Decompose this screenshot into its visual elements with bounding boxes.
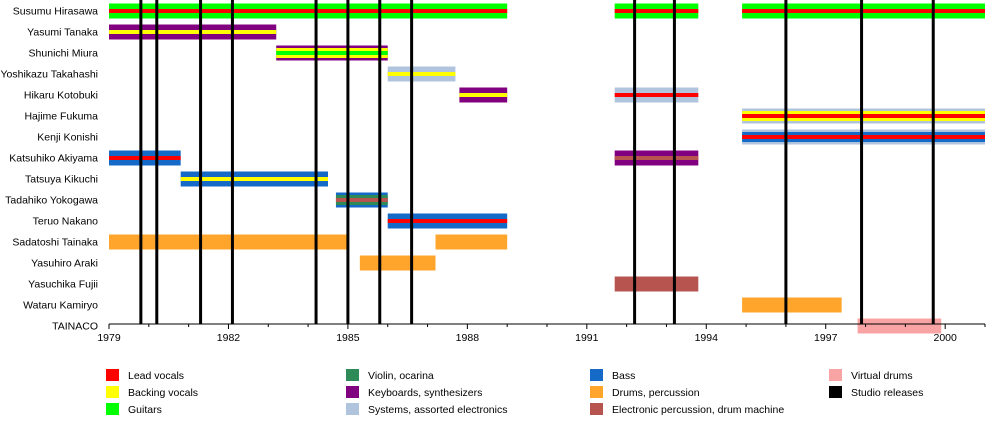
legend-label: Lead vocals xyxy=(128,370,184,382)
tenure-bar xyxy=(435,234,508,250)
legend-swatch xyxy=(106,386,119,398)
tenure-bar-stripe xyxy=(742,9,985,13)
tenure-bar-stripe xyxy=(742,114,985,118)
legend-swatch xyxy=(590,386,603,398)
x-tick-label: 1979 xyxy=(97,332,121,344)
tenure-bar xyxy=(109,234,348,250)
legend-label: Drums, percussion xyxy=(612,387,700,399)
legend-label: Electronic percussion, drum machine xyxy=(612,404,784,416)
legend-swatch xyxy=(346,369,359,381)
member-name: TAINACO xyxy=(52,321,98,333)
member-name: Sadatoshi Tainaka xyxy=(12,237,98,249)
tenure-bar-stripe xyxy=(109,9,508,13)
member-name: Hajime Fukuma xyxy=(24,111,98,123)
member-name: Tadahiko Yokogawa xyxy=(5,195,98,207)
legend-swatch xyxy=(590,369,603,381)
member-name: Kenji Konishi xyxy=(37,132,98,144)
member-name-labels: Susumu Hirasawa Yasumi Tanaka Shunichi Miu… xyxy=(1,6,99,333)
member-name: Tatsuya Kikuchi xyxy=(25,174,98,186)
studio-release-lines xyxy=(139,0,935,324)
tenure-bar-stripe xyxy=(276,51,388,55)
member-name: Yoshikazu Takahashi xyxy=(1,69,99,81)
legend-label: Violin, ocarina xyxy=(368,370,434,382)
legend-label: Backing vocals xyxy=(128,387,198,399)
tenure-bar-stripe xyxy=(109,156,181,160)
tenure-bar-stripe xyxy=(614,156,699,160)
legend-label: Guitars xyxy=(128,404,162,416)
legend-swatch xyxy=(590,403,603,415)
member-name: Yasumi Tanaka xyxy=(27,27,98,39)
legend-swatch xyxy=(106,369,119,381)
legend-swatch xyxy=(829,369,842,381)
legend-swatch xyxy=(106,403,119,415)
tenure-bar xyxy=(742,297,842,313)
tenure-bar xyxy=(857,318,942,334)
member-name: Yasuhiro Araki xyxy=(31,258,98,270)
legend-swatch xyxy=(346,403,359,415)
tenure-bar-stripe xyxy=(180,177,328,181)
member-name: Susumu Hirasawa xyxy=(13,6,98,18)
x-tick-label: 2000 xyxy=(934,332,958,344)
x-tick-label: 1991 xyxy=(575,332,599,344)
legend-label: Bass xyxy=(612,370,635,382)
member-name: Teruo Nakano xyxy=(33,216,99,228)
x-tick-label: 1994 xyxy=(695,332,719,344)
tenure-bar-stripe xyxy=(387,72,456,76)
member-name: Yasuchika Fujii xyxy=(28,279,98,291)
member-name: Shunichi Miura xyxy=(29,48,99,60)
tenure-bars xyxy=(109,3,985,334)
legend-swatch xyxy=(829,386,842,398)
tenure-bar-stripe xyxy=(614,93,699,97)
member-name: Katsuhiko Akiyama xyxy=(9,153,98,165)
tenure-bar-stripe xyxy=(335,198,388,202)
tenure-bar-stripe xyxy=(387,219,508,223)
legend-label: Studio releases xyxy=(851,387,923,399)
tenure-bar xyxy=(614,276,699,292)
x-tick-label: 1988 xyxy=(456,332,480,344)
tenure-bar-stripe xyxy=(614,9,699,13)
year-axis: 1979 1982 1985 1988 1991 1994 1997 2000 xyxy=(97,323,986,344)
x-tick-label: 1985 xyxy=(336,332,360,344)
legend-label: Virtual drums xyxy=(851,370,913,382)
member-name: Hikaru Kotobuki xyxy=(24,90,98,102)
legend-swatch xyxy=(346,386,359,398)
member-name: Wataru Kamiryo xyxy=(23,300,98,312)
tenure-bar xyxy=(359,255,436,271)
legend-label: Keyboards, synthesizers xyxy=(368,387,482,399)
tenure-bar-stripe xyxy=(109,30,277,34)
tenure-bar-stripe xyxy=(459,93,508,97)
tenure-bar-stripe xyxy=(742,135,985,139)
legend: Lead vocals Violin, ocarina Bass Virtual dr… xyxy=(106,369,923,416)
x-tick-label: 1997 xyxy=(814,332,838,344)
legend-label: Systems, assorted electronics xyxy=(368,404,507,416)
x-tick-label: 1982 xyxy=(217,332,241,344)
